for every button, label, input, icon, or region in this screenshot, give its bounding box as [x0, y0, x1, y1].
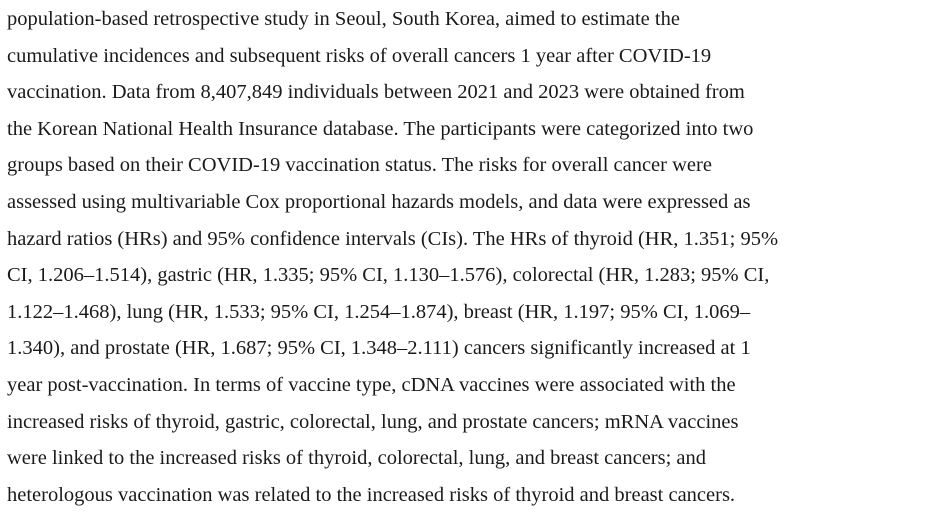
text-line: hazard ratios (HRs) and 95% confidence i… — [7, 227, 779, 250]
text-line: assessed using multivariable Cox proport… — [7, 190, 751, 213]
text-line: groups based on their COVID-19 vaccinati… — [7, 154, 712, 177]
abstract-paragraph: population-based retrospective study in … — [7, 1, 778, 513]
text-line: 1.340), and prostate (HR, 1.687; 95% CI,… — [7, 337, 751, 360]
text-line: vaccination. Data from 8,407,849 individ… — [7, 81, 745, 104]
text-line: year post-vaccination. In terms of vacci… — [7, 373, 736, 396]
text-line: were linked to the increased risks of th… — [7, 447, 707, 470]
text-line: population-based retrospective study in … — [7, 8, 680, 30]
text-line: the Korean National Health Insurance dat… — [7, 117, 754, 140]
text-line: heterologous vaccination was related to … — [7, 483, 736, 506]
text-line: increased risks of thyroid, gastric, col… — [7, 410, 739, 433]
text-line: cumulative incidences and subsequent ris… — [7, 44, 712, 67]
text-line: 1.122–1.468), lung (HR, 1.533; 95% CI, 1… — [7, 300, 751, 323]
text-line: CI, 1.206–1.514), gastric (HR, 1.335; 95… — [7, 264, 770, 287]
